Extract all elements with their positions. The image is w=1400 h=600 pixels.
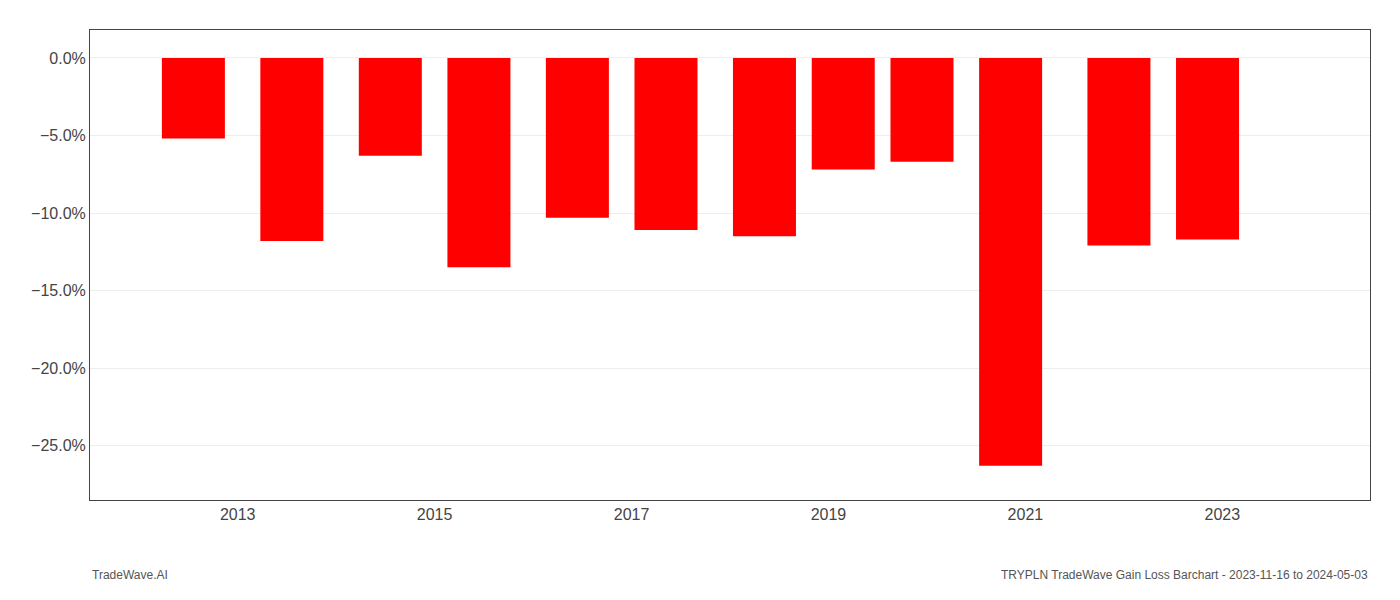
- svg-text:TRYPLN TradeWave Gain Loss Bar: TRYPLN TradeWave Gain Loss Barchart - 20…: [1001, 568, 1368, 582]
- svg-text:−10.0%: −10.0%: [31, 205, 86, 222]
- svg-text:2015: 2015: [417, 506, 453, 523]
- svg-text:2021: 2021: [1008, 506, 1044, 523]
- svg-text:−15.0%: −15.0%: [31, 282, 86, 299]
- svg-text:0.0%: 0.0%: [49, 50, 85, 67]
- svg-text:2023: 2023: [1205, 506, 1241, 523]
- svg-text:−5.0%: −5.0%: [40, 127, 86, 144]
- svg-text:2017: 2017: [614, 506, 650, 523]
- svg-text:−20.0%: −20.0%: [31, 360, 86, 377]
- svg-text:2019: 2019: [811, 506, 847, 523]
- svg-text:TradeWave.AI: TradeWave.AI: [92, 568, 168, 582]
- svg-text:2013: 2013: [220, 506, 256, 523]
- svg-text:−25.0%: −25.0%: [31, 437, 86, 454]
